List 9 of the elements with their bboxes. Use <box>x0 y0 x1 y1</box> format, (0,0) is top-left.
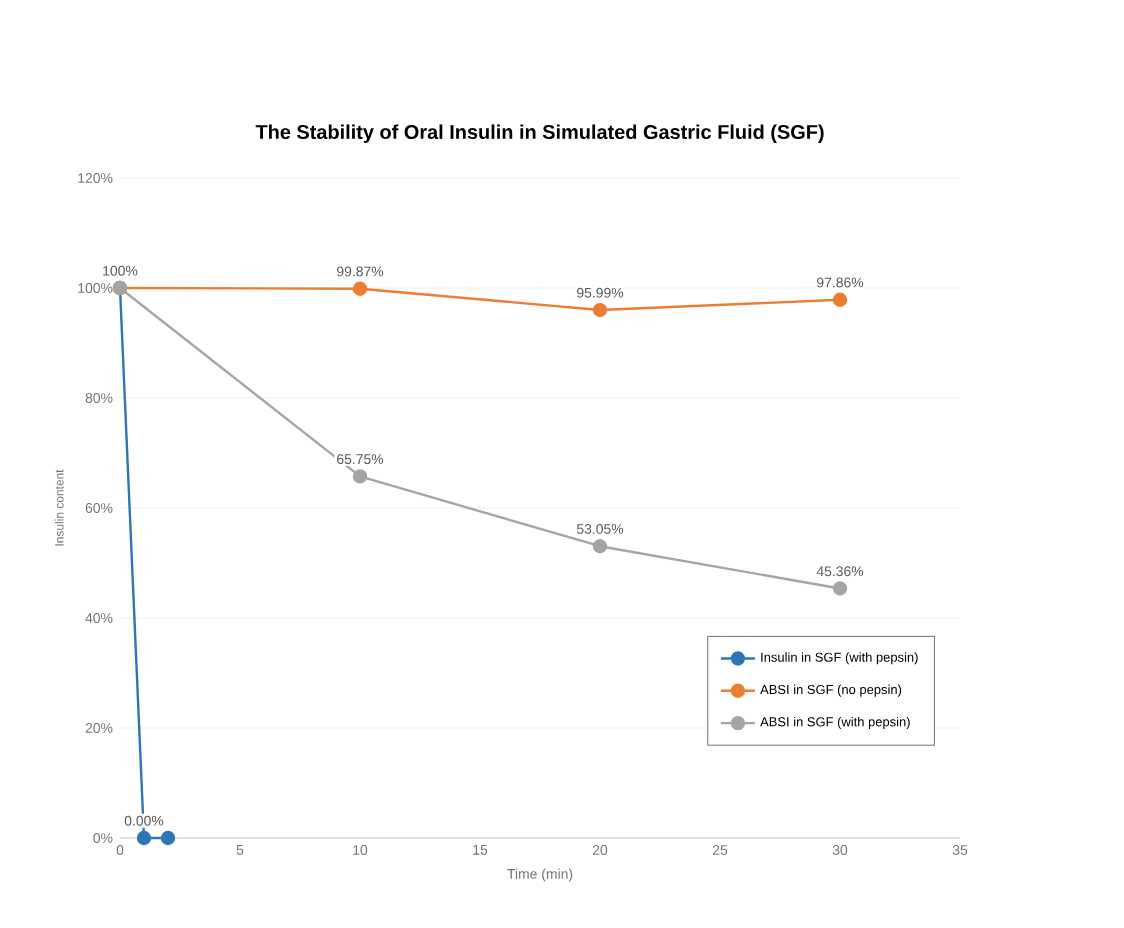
point <box>832 292 848 307</box>
point <box>352 469 368 484</box>
chart-title: The Stability of Oral Insulin in Simulated Gastric Fluid (SGF) <box>255 124 824 143</box>
point <box>592 302 608 318</box>
point <box>832 581 848 596</box>
point <box>352 281 368 296</box>
point <box>592 539 608 554</box>
point <box>136 830 152 846</box>
point <box>160 830 176 846</box>
